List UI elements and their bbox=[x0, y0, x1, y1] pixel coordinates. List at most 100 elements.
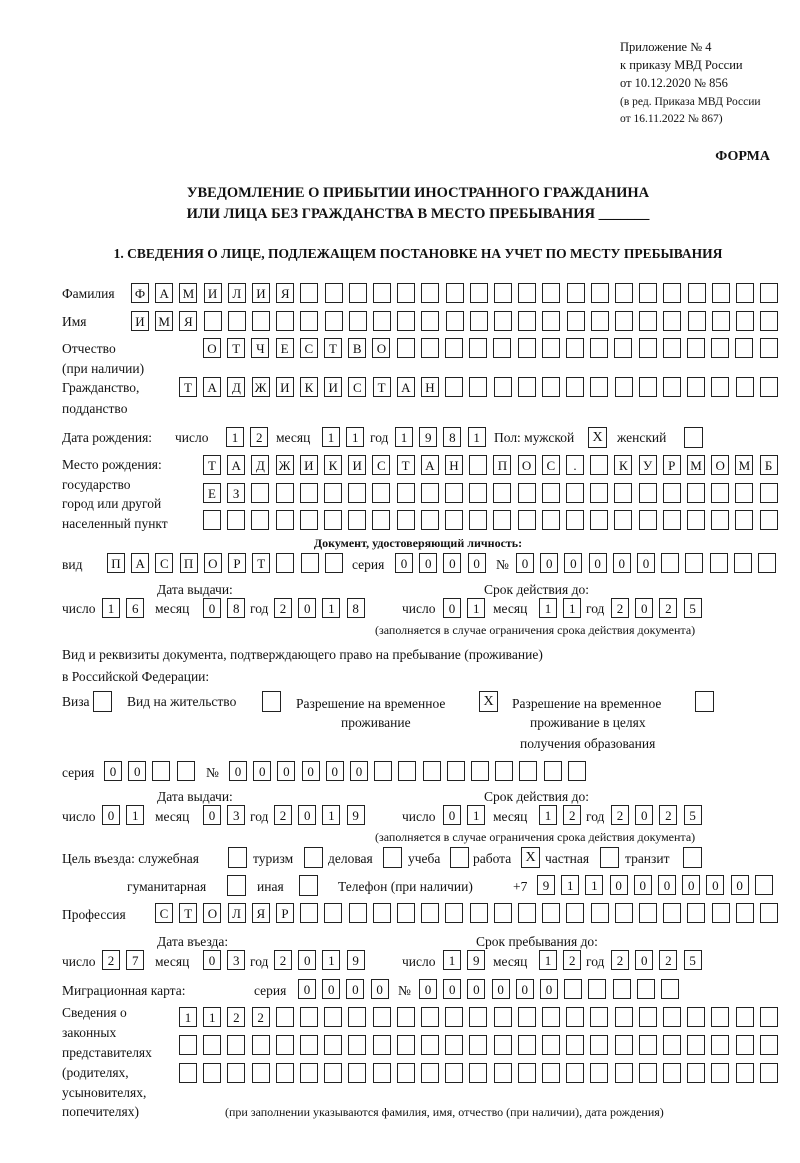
char-cell[interactable] bbox=[638, 483, 657, 503]
char-cell[interactable] bbox=[275, 1063, 294, 1083]
char-cell[interactable]: 1 bbox=[102, 598, 120, 618]
char-cell[interactable] bbox=[735, 510, 754, 530]
char-cell[interactable]: 0 bbox=[395, 553, 413, 573]
char-cell[interactable]: 0 bbox=[730, 875, 749, 895]
char-cell[interactable] bbox=[469, 455, 488, 475]
char-cell[interactable] bbox=[541, 483, 560, 503]
char-cell[interactable] bbox=[421, 1063, 439, 1083]
char-cell[interactable]: Ж bbox=[251, 377, 270, 397]
char-cell[interactable] bbox=[494, 311, 512, 331]
char-cell[interactable] bbox=[469, 338, 488, 358]
char-cell[interactable] bbox=[493, 483, 512, 503]
char-cell[interactable] bbox=[661, 979, 679, 999]
char-cell[interactable] bbox=[638, 1063, 657, 1083]
char-cell[interactable]: 1 bbox=[203, 1007, 222, 1027]
char-cell[interactable] bbox=[614, 483, 633, 503]
edu-permit-checkbox[interactable] bbox=[695, 691, 714, 712]
char-cell[interactable]: 1 bbox=[322, 598, 341, 618]
char-cell[interactable] bbox=[374, 761, 393, 781]
char-cell[interactable] bbox=[518, 311, 537, 331]
char-cell[interactable] bbox=[179, 1035, 197, 1055]
char-cell[interactable] bbox=[469, 1035, 488, 1055]
char-cell[interactable]: 0 bbox=[419, 979, 437, 999]
char-cell[interactable] bbox=[663, 1035, 681, 1055]
char-cell[interactable] bbox=[420, 510, 439, 530]
char-cell[interactable] bbox=[662, 338, 681, 358]
char-cell[interactable] bbox=[421, 283, 440, 303]
char-cell[interactable] bbox=[566, 510, 584, 530]
char-cell[interactable]: М bbox=[735, 455, 754, 475]
char-cell[interactable] bbox=[324, 510, 342, 530]
char-cell[interactable] bbox=[396, 1007, 415, 1027]
char-cell[interactable]: 0 bbox=[637, 553, 655, 573]
char-cell[interactable]: 0 bbox=[633, 875, 652, 895]
char-cell[interactable] bbox=[227, 1063, 246, 1083]
char-cell[interactable]: 2 bbox=[659, 598, 678, 618]
char-cell[interactable] bbox=[517, 1063, 536, 1083]
char-cell[interactable] bbox=[663, 1063, 681, 1083]
char-cell[interactable] bbox=[300, 903, 319, 923]
char-cell[interactable]: 5 bbox=[683, 805, 702, 825]
char-cell[interactable] bbox=[687, 311, 706, 331]
char-cell[interactable] bbox=[615, 311, 633, 331]
char-cell[interactable] bbox=[251, 483, 270, 503]
char-cell[interactable]: 0 bbox=[298, 805, 317, 825]
char-cell[interactable] bbox=[759, 483, 778, 503]
char-cell[interactable] bbox=[588, 979, 607, 999]
char-cell[interactable] bbox=[685, 553, 704, 573]
char-cell[interactable] bbox=[614, 377, 633, 397]
char-cell[interactable] bbox=[372, 1063, 391, 1083]
char-cell[interactable] bbox=[711, 1063, 730, 1083]
char-cell[interactable]: О bbox=[372, 338, 391, 358]
char-cell[interactable] bbox=[735, 903, 754, 923]
char-cell[interactable]: К bbox=[614, 455, 633, 475]
char-cell[interactable] bbox=[687, 903, 706, 923]
char-cell[interactable]: 0 bbox=[564, 553, 583, 573]
char-cell[interactable] bbox=[471, 761, 489, 781]
char-cell[interactable]: Р bbox=[276, 903, 294, 923]
char-cell[interactable]: 0 bbox=[298, 950, 317, 970]
char-cell[interactable]: Е bbox=[275, 338, 294, 358]
char-cell[interactable] bbox=[542, 1063, 560, 1083]
char-cell[interactable] bbox=[348, 1007, 367, 1027]
char-cell[interactable]: М bbox=[687, 455, 705, 475]
char-cell[interactable] bbox=[687, 510, 705, 530]
char-cell[interactable] bbox=[348, 483, 367, 503]
char-cell[interactable] bbox=[663, 377, 681, 397]
char-cell[interactable] bbox=[614, 510, 633, 530]
purpose-official-checkbox[interactable] bbox=[228, 847, 247, 868]
char-cell[interactable]: 0 bbox=[102, 805, 120, 825]
char-cell[interactable]: А bbox=[396, 377, 415, 397]
char-cell[interactable]: Я bbox=[276, 283, 295, 303]
char-cell[interactable]: 1 bbox=[467, 427, 486, 447]
char-cell[interactable]: Т bbox=[324, 338, 342, 358]
char-cell[interactable] bbox=[469, 311, 488, 331]
char-cell[interactable] bbox=[276, 553, 295, 573]
char-cell[interactable]: А bbox=[203, 377, 222, 397]
char-cell[interactable]: О bbox=[203, 338, 221, 358]
char-cell[interactable]: 2 bbox=[611, 598, 629, 618]
char-cell[interactable] bbox=[615, 283, 633, 303]
char-cell[interactable]: 0 bbox=[540, 553, 559, 573]
char-cell[interactable] bbox=[735, 377, 754, 397]
char-cell[interactable] bbox=[711, 338, 730, 358]
char-cell[interactable] bbox=[518, 283, 537, 303]
purpose-tourism-checkbox[interactable] bbox=[304, 847, 323, 868]
char-cell[interactable] bbox=[300, 283, 319, 303]
char-cell[interactable] bbox=[324, 1063, 343, 1083]
char-cell[interactable] bbox=[711, 311, 730, 331]
char-cell[interactable]: 0 bbox=[419, 553, 438, 573]
char-cell[interactable] bbox=[469, 510, 488, 530]
char-cell[interactable]: О bbox=[711, 455, 730, 475]
char-cell[interactable] bbox=[590, 455, 609, 475]
purpose-other-checkbox[interactable] bbox=[299, 875, 318, 896]
char-cell[interactable] bbox=[638, 510, 657, 530]
char-cell[interactable]: Т bbox=[396, 455, 415, 475]
char-cell[interactable] bbox=[519, 761, 538, 781]
char-cell[interactable]: С bbox=[155, 903, 173, 923]
char-cell[interactable]: 1 bbox=[467, 805, 486, 825]
char-cell[interactable]: П bbox=[179, 553, 198, 573]
char-cell[interactable]: 1 bbox=[322, 950, 341, 970]
char-cell[interactable] bbox=[469, 377, 488, 397]
char-cell[interactable]: 0 bbox=[325, 761, 344, 781]
